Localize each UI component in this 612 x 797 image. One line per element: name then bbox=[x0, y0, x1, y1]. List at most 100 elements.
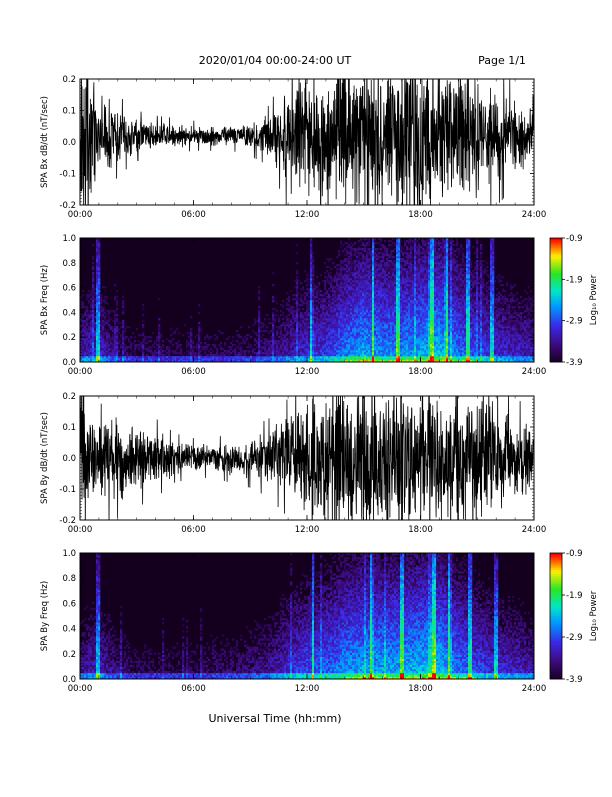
heatmap-cell bbox=[248, 342, 250, 344]
heatmap-cell bbox=[384, 290, 386, 292]
heatmap-cell bbox=[368, 294, 370, 296]
heatmap-cell bbox=[288, 344, 290, 346]
heatmap-cell bbox=[390, 280, 392, 282]
heatmap-cell bbox=[362, 278, 364, 280]
heatmap-cell bbox=[404, 340, 406, 342]
heatmap-cell bbox=[358, 312, 360, 314]
heatmap-cell bbox=[358, 258, 360, 260]
heatmap-cell bbox=[312, 358, 314, 360]
heatmap-cell bbox=[398, 242, 400, 244]
heatmap-cell bbox=[300, 322, 302, 324]
heatmap-cell bbox=[142, 346, 144, 348]
heatmap-cell bbox=[350, 356, 352, 358]
heatmap-cell bbox=[100, 326, 102, 328]
heatmap-cell bbox=[116, 342, 118, 344]
heatmap-cell bbox=[382, 354, 384, 356]
heatmap-cell bbox=[296, 300, 298, 302]
heatmap-cell bbox=[332, 358, 334, 360]
heatmap-cell bbox=[384, 330, 386, 332]
heatmap-cell bbox=[310, 252, 312, 254]
heatmap-cell bbox=[320, 326, 322, 328]
heatmap-cell bbox=[208, 356, 210, 358]
heatmap-cell bbox=[372, 354, 374, 356]
heatmap-cell bbox=[374, 256, 376, 258]
heatmap-cell bbox=[336, 296, 338, 298]
heatmap-cell bbox=[262, 346, 264, 348]
heatmap-cell bbox=[402, 308, 404, 310]
heatmap-cell bbox=[378, 280, 380, 282]
heatmap-cell bbox=[384, 336, 386, 338]
heatmap-cell bbox=[404, 322, 406, 324]
heatmap-cell bbox=[274, 346, 276, 348]
heatmap-cell bbox=[388, 294, 390, 296]
heatmap-cell bbox=[332, 300, 334, 302]
heatmap-cell bbox=[360, 272, 362, 274]
heatmap-cell bbox=[94, 294, 96, 296]
heatmap-cell bbox=[92, 302, 94, 304]
heatmap-cell bbox=[338, 332, 340, 334]
heatmap-cell bbox=[354, 264, 356, 266]
heatmap-cell bbox=[312, 304, 314, 306]
heatmap-cell bbox=[112, 328, 114, 330]
heatmap-cell bbox=[392, 330, 394, 332]
heatmap-cell bbox=[386, 338, 388, 340]
heatmap-cell bbox=[96, 264, 98, 266]
heatmap-cell bbox=[84, 328, 86, 330]
heatmap-cell bbox=[390, 318, 392, 320]
heatmap-cell bbox=[376, 292, 378, 294]
heatmap-cell bbox=[390, 294, 392, 296]
heatmap-cell bbox=[412, 300, 414, 302]
heatmap-cell bbox=[244, 336, 246, 338]
heatmap-cell bbox=[366, 286, 368, 288]
heatmap-cell bbox=[336, 310, 338, 312]
heatmap-cell bbox=[370, 346, 372, 348]
heatmap-cell bbox=[178, 346, 180, 348]
heatmap-cell bbox=[354, 336, 356, 338]
heatmap-cell bbox=[144, 338, 146, 340]
heatmap-cell bbox=[246, 338, 248, 340]
heatmap-cell bbox=[318, 338, 320, 340]
heatmap-cell bbox=[234, 352, 236, 354]
heatmap-cell bbox=[388, 340, 390, 342]
heatmap-cell bbox=[336, 308, 338, 310]
heatmap-cell bbox=[314, 342, 316, 344]
heatmap-cell bbox=[404, 358, 406, 360]
heatmap-cell bbox=[362, 318, 364, 320]
heatmap-cell bbox=[352, 348, 354, 350]
heatmap-cell bbox=[350, 264, 352, 266]
heatmap-cell bbox=[342, 280, 344, 282]
heatmap-cell bbox=[360, 278, 362, 280]
heatmap-cell bbox=[408, 260, 410, 262]
heatmap-cell bbox=[370, 326, 372, 328]
heatmap-cell bbox=[384, 292, 386, 294]
heatmap-cell bbox=[334, 300, 336, 302]
heatmap-cell bbox=[112, 340, 114, 342]
heatmap-cell bbox=[350, 272, 352, 274]
heatmap-cell bbox=[284, 348, 286, 350]
heatmap-cell bbox=[114, 352, 116, 354]
heatmap-cell bbox=[388, 264, 390, 266]
heatmap-cell bbox=[408, 338, 410, 340]
heatmap-cell bbox=[302, 320, 304, 322]
heatmap-cell bbox=[132, 358, 134, 360]
heatmap-cell bbox=[366, 256, 368, 258]
heatmap-cell bbox=[238, 342, 240, 344]
heatmap-cell bbox=[320, 350, 322, 352]
heatmap-cell bbox=[328, 320, 330, 322]
heatmap-cell bbox=[376, 310, 378, 312]
heatmap-cell bbox=[344, 272, 346, 274]
heatmap-cell bbox=[398, 308, 400, 310]
heatmap-cell bbox=[376, 250, 378, 252]
heatmap-cell bbox=[386, 310, 388, 312]
heatmap-cell bbox=[404, 306, 406, 308]
heatmap-cell bbox=[88, 354, 90, 356]
heatmap-cell bbox=[412, 354, 414, 356]
heatmap-cell bbox=[258, 328, 260, 330]
heatmap-cell bbox=[288, 336, 290, 338]
heatmap-cell bbox=[90, 356, 92, 358]
heatmap-cell bbox=[394, 308, 396, 310]
heatmap-cell bbox=[336, 288, 338, 290]
heatmap-cell bbox=[292, 314, 294, 316]
heatmap-cell bbox=[364, 284, 366, 286]
heatmap-cell bbox=[334, 358, 336, 360]
